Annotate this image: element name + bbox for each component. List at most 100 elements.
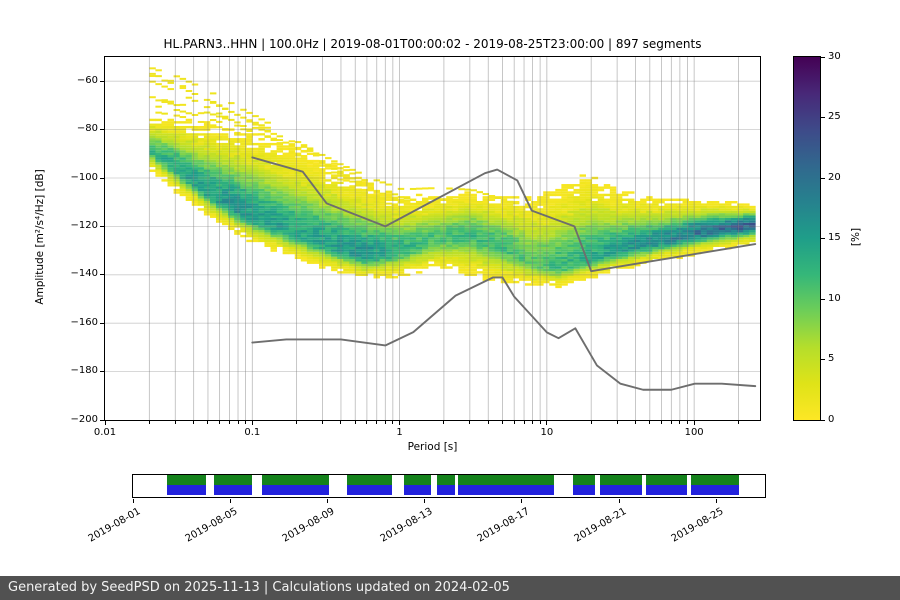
timeline-tick-mark [715,499,717,503]
x-minor-tick-mark [679,421,681,424]
colorbar-tick-mark [821,419,825,421]
timeline-segment-coverage [690,485,740,495]
timeline-segment-data [261,475,329,485]
x-minor-tick-mark [207,421,209,424]
timeline-date-label: 2019-08-25 [670,506,726,545]
x-minor-tick-mark [340,421,342,424]
x-minor-tick-mark [737,421,739,424]
x-minor-tick-mark [322,421,324,424]
y-tick-mark [100,322,104,324]
x-tick-mark [693,421,695,425]
y-tick-label: −60 [76,74,98,86]
x-minor-tick-mark [616,421,618,424]
x-minor-tick-mark [366,421,368,424]
timeline-date-label: 2019-08-05 [183,506,240,545]
y-tick-mark [100,177,104,179]
x-minor-tick-mark [245,421,247,424]
y-tick-mark [100,129,104,131]
x-minor-tick-mark [296,421,298,424]
x-minor-tick-mark [376,421,378,424]
x-minor-tick-mark [670,421,672,424]
y-tick-label: −120 [70,219,98,231]
x-minor-tick-mark [174,421,176,424]
x-minor-tick-mark [487,421,489,424]
colorbar [793,56,821,421]
timeline-tick-mark [132,499,134,503]
x-minor-tick-mark [660,421,662,424]
x-minor-tick-mark [469,421,471,424]
y-tick-label: −140 [70,268,98,280]
x-tick-mark [104,421,106,425]
footer-bar: Generated by SeedPSD on 2025-11-13 | Cal… [0,576,900,600]
timeline-date-label: 2019-08-13 [378,506,435,545]
timeline-segment-data [645,475,688,485]
colorbar-tick-label: 0 [828,413,835,425]
timeline-segment-data [572,475,595,485]
timeline-segment-coverage [457,485,554,495]
x-tick-mark [546,421,548,425]
colorbar-tick-mark [821,177,825,179]
y-tick-label: −200 [70,413,98,425]
chart-title: HL.PARN3..HHN | 100.0Hz | 2019-08-01T00:… [163,37,702,51]
x-tick-label: 100 [684,427,704,438]
timeline-tick-mark [521,499,523,503]
colorbar-tick-mark [821,298,825,300]
timeline-segment-coverage [261,485,329,495]
timeline-segment-coverage [167,485,206,495]
x-tick-label: 0.1 [244,427,261,438]
colorbar-tick-label: 20 [828,171,841,183]
y-tick-label: −100 [70,171,98,183]
colorbar-tick-mark [821,56,825,58]
colorbar-tick-mark [821,117,825,118]
x-tick-mark [251,421,253,425]
colorbar-tick-label: 10 [828,292,841,304]
x-minor-tick-mark [502,421,504,424]
x-minor-tick-mark [354,421,356,424]
timeline-tick-mark [326,499,328,503]
y-tick-mark [100,371,104,373]
timeline-date-label: 2019-08-01 [86,506,143,545]
colorbar-tick-mark [821,238,825,239]
x-minor-tick-mark [228,421,230,424]
colorbar-tick-label: 25 [828,111,841,122]
timeline-segment-data [436,475,456,485]
x-axis-label: Period [s] [407,441,458,453]
colorbar-gradient [794,57,820,420]
x-minor-tick-mark [523,421,525,424]
colorbar-tick-mark [821,359,825,360]
timeline-segment-coverage [645,485,688,495]
x-minor-tick-mark [590,421,592,424]
x-minor-tick-mark [539,421,541,424]
x-minor-tick-mark [392,421,394,424]
timeline-segment-coverage [404,485,431,495]
x-tick-label: 0.01 [93,427,117,438]
x-tick-label: 10 [540,427,554,438]
timeline-segment-coverage [599,485,643,495]
x-minor-tick-mark [443,421,445,424]
timeline-segment-data [457,475,554,485]
x-minor-tick-mark [219,421,221,424]
timeline-segment-coverage [214,485,253,495]
x-minor-tick-mark [635,421,637,424]
timeline-segment-data [690,475,740,485]
timeline-segment-coverage [572,485,595,495]
x-minor-tick-mark [237,421,239,424]
colorbar-tick-label: 5 [828,353,835,364]
timeline-segment-data [599,475,643,485]
x-minor-tick-mark [148,421,150,424]
y-axis-label: Amplitude [m²/s⁴/Hz] [dB] [34,169,46,305]
x-minor-tick-mark [384,421,386,424]
footer-text: Generated by SeedPSD on 2025-11-13 | Cal… [8,580,510,595]
y-tick-label: −160 [70,316,98,328]
timeline-segment-data [346,475,392,485]
y-tick-mark [100,225,104,227]
x-minor-tick-mark [532,421,534,424]
timeline-tick-mark [229,499,231,503]
timeline-tick-mark [618,499,620,503]
y-tick-mark [100,274,104,276]
timeline-date-label: 2019-08-09 [281,506,337,545]
y-tick-label: −180 [70,365,98,377]
colorbar-tick-label: 15 [828,232,841,243]
timeline-segment-coverage [346,485,392,495]
